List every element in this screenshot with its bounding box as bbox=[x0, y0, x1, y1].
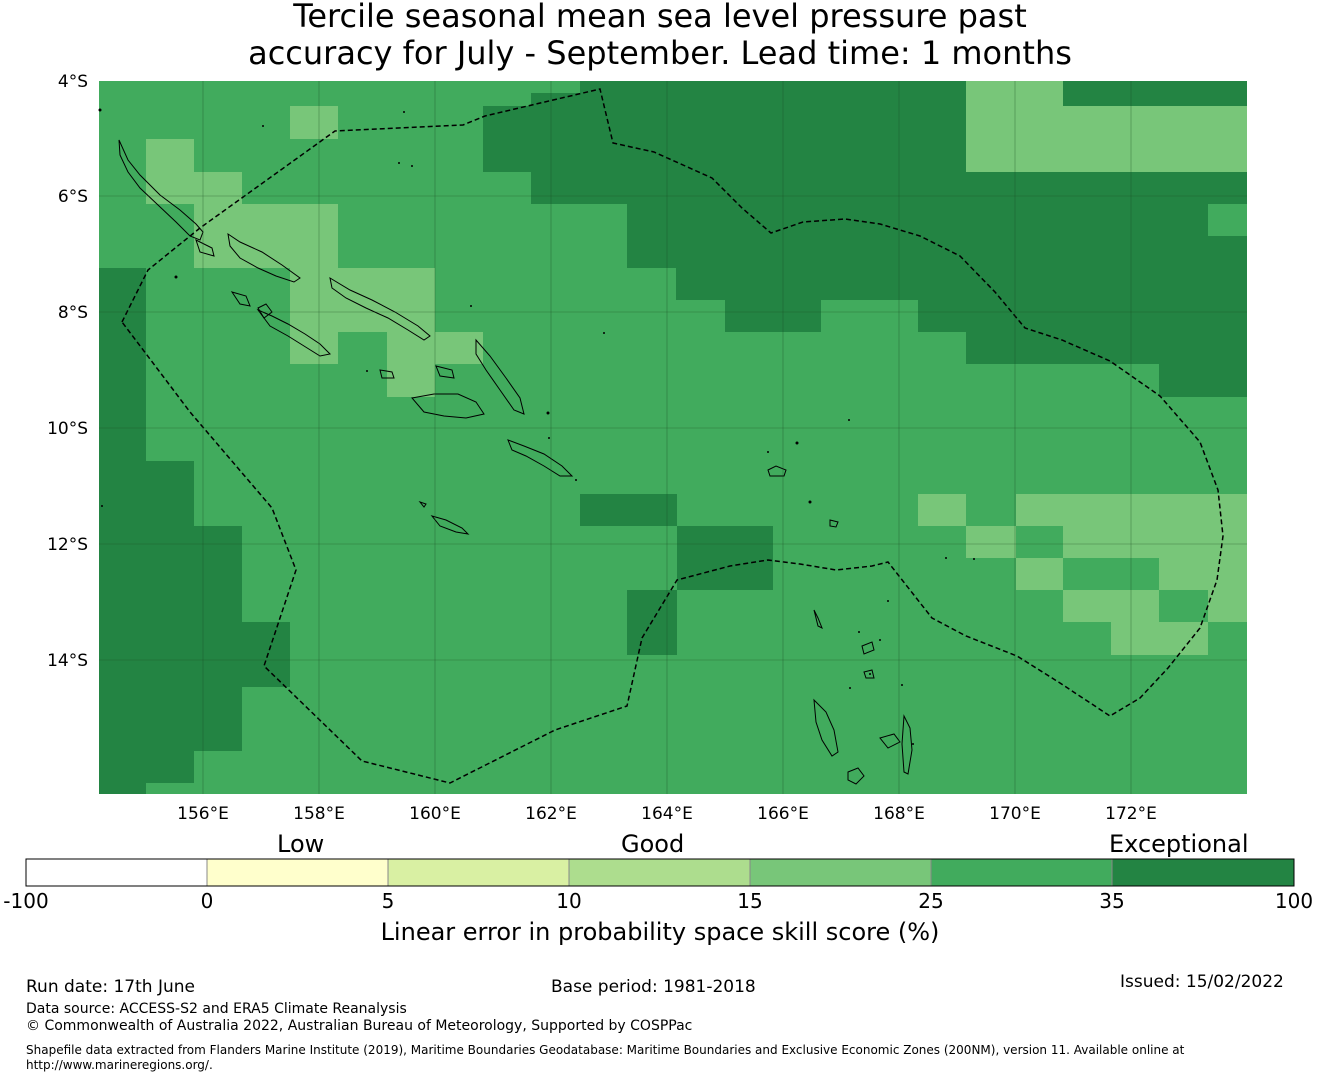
coast-efate bbox=[847, 767, 865, 785]
colorbar-tick: 15 bbox=[737, 889, 763, 913]
shapefile-credit: Shapefile data extracted from Flanders M… bbox=[26, 1043, 1185, 1072]
lat-label: 12°S bbox=[47, 535, 88, 555]
eez-boundaries bbox=[121, 88, 1224, 784]
lat-label: 8°S bbox=[58, 303, 88, 323]
lon-label: 156°E bbox=[177, 804, 229, 824]
colorbar-segment bbox=[1111, 858, 1295, 887]
coast-pentecost bbox=[901, 714, 913, 775]
lat-label: 4°S bbox=[58, 72, 88, 92]
coast-santa-cruz bbox=[767, 465, 787, 477]
colorbar-category-exceptional: Exceptional bbox=[1109, 830, 1249, 858]
coast-rennell bbox=[430, 515, 470, 535]
colorbar-segment bbox=[25, 858, 208, 887]
lon-label: 164°E bbox=[641, 804, 693, 824]
colorbar-tick: -100 bbox=[3, 889, 49, 913]
lon-label: 158°E bbox=[293, 804, 345, 824]
coast-russell bbox=[379, 369, 395, 379]
coast-new-georgia bbox=[256, 308, 332, 357]
graticule bbox=[99, 81, 1247, 794]
coast-isabel-tip bbox=[195, 239, 215, 257]
lon-label: 162°E bbox=[525, 804, 577, 824]
colorbar-category-good: Good bbox=[621, 830, 685, 858]
lat-label: 10°S bbox=[47, 419, 88, 439]
base-period: Base period: 1981-2018 bbox=[551, 977, 756, 997]
lon-label: 172°E bbox=[1105, 804, 1157, 824]
coast-espiritu-santo bbox=[813, 698, 839, 757]
colorbar-tick: 35 bbox=[1099, 889, 1125, 913]
skill-cells-mid bbox=[1016, 204, 1247, 622]
lon-label: 166°E bbox=[757, 804, 809, 824]
colorbar-tick: 5 bbox=[381, 889, 395, 913]
colorbar-tick: 0 bbox=[200, 889, 214, 913]
lon-label: 160°E bbox=[409, 804, 461, 824]
skill-cells-exceptional bbox=[99, 81, 1247, 794]
data-source: Data source: ACCESS-S2 and ERA5 Climate … bbox=[26, 1001, 407, 1017]
colorbar-segment bbox=[387, 858, 570, 887]
colorbar bbox=[25, 858, 1295, 887]
coast-rendova bbox=[230, 291, 251, 307]
colorbar-category-low: Low bbox=[277, 830, 325, 858]
lat-label: 14°S bbox=[47, 651, 88, 671]
skill-cells-good bbox=[146, 81, 1247, 655]
colorbar-segment bbox=[749, 858, 932, 887]
issued-date: Issued: 15/02/2022 bbox=[1120, 972, 1284, 992]
coast-guadalcanal bbox=[411, 393, 485, 419]
coast-makira bbox=[507, 439, 574, 477]
colorbar-label: Linear error in probability space skill … bbox=[380, 918, 940, 946]
coast-choiseul bbox=[329, 276, 431, 341]
colorbar-tick: 25 bbox=[918, 889, 944, 913]
colorbar-segment bbox=[568, 858, 751, 887]
coast-bellona bbox=[418, 500, 427, 508]
coast-torres bbox=[813, 609, 823, 630]
lon-label: 168°E bbox=[873, 804, 925, 824]
coast-malekula bbox=[879, 733, 901, 749]
run-date: Run date: 17th June bbox=[26, 977, 195, 997]
colorbar-frame bbox=[25, 858, 1295, 887]
coast-ambae bbox=[861, 641, 875, 655]
coast-bougainville bbox=[227, 232, 301, 283]
islets bbox=[98, 108, 975, 745]
colorbar-segment bbox=[930, 858, 1113, 887]
longitude-labels: 156°E 158°E 160°E 162°E 164°E 166°E 168°… bbox=[177, 804, 1157, 824]
coast-banks bbox=[863, 669, 875, 679]
map-title-line-2: accuracy for July - September. Lead time… bbox=[248, 34, 1072, 72]
colorbar-segment bbox=[206, 858, 389, 887]
coast-bougainville-north bbox=[118, 139, 204, 241]
latitude-labels: 4°S 6°S 8°S 10°S 12°S 14°S bbox=[47, 72, 88, 671]
copyright: © Commonwealth of Australia 2022, Austra… bbox=[26, 1018, 693, 1034]
lat-label: 6°S bbox=[58, 187, 88, 207]
eez-solomon-islands bbox=[121, 88, 1224, 784]
coast-florida bbox=[435, 365, 455, 379]
colorbar-tick: 100 bbox=[1274, 889, 1314, 913]
colorbar-tick: 10 bbox=[556, 889, 582, 913]
coast-vanikoro bbox=[829, 519, 839, 528]
coast-malaita bbox=[475, 338, 525, 415]
lon-label: 170°E bbox=[989, 804, 1041, 824]
map-title-line-1: Tercile seasonal mean sea level pressure… bbox=[293, 0, 1027, 35]
